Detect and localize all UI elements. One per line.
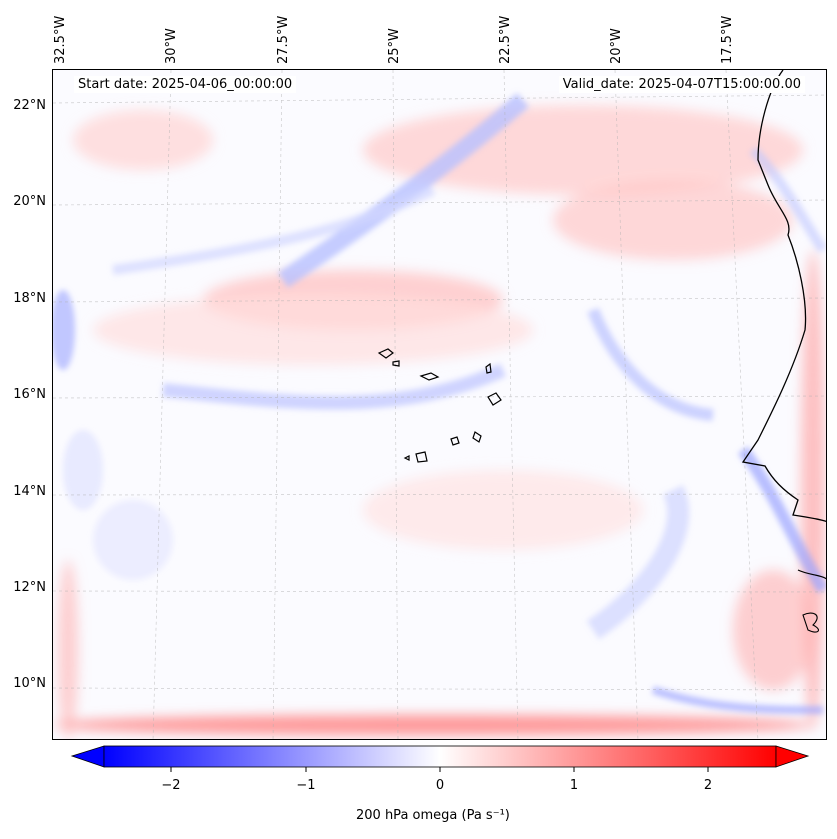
map-panel bbox=[52, 69, 827, 740]
africa-coastline bbox=[741, 70, 826, 522]
lat-label-10n: 10°N bbox=[13, 676, 46, 691]
lat-label-20n: 20°N bbox=[13, 194, 46, 209]
lon-label-22-5w: 22.5°W bbox=[498, 15, 513, 64]
lat-label-22n: 22°N bbox=[13, 98, 46, 113]
colorbar-tick-label: 2 bbox=[703, 778, 713, 793]
colorbar-extend-min bbox=[70, 745, 105, 768]
colorbar-gradient bbox=[103, 745, 777, 768]
lon-label-17-5w: 17.5°W bbox=[720, 15, 735, 64]
cape-verde-islands bbox=[377, 348, 502, 463]
lon-label-32-5w: 32.5°W bbox=[53, 15, 68, 64]
graticule bbox=[53, 70, 826, 739]
omega-field bbox=[53, 70, 826, 739]
colorbar-title: 200 hPa omega (Pa s⁻¹) bbox=[356, 808, 510, 823]
colorbar-extend-max bbox=[775, 745, 810, 768]
lat-label-14n: 14°N bbox=[13, 484, 46, 499]
colorbar bbox=[70, 745, 810, 772]
positive-omega-regions bbox=[53, 105, 825, 739]
lat-label-18n: 18°N bbox=[13, 291, 46, 306]
lon-label-20w: 20°W bbox=[609, 28, 624, 64]
lon-label-25w: 25°W bbox=[387, 28, 402, 64]
lat-label-12n: 12°N bbox=[13, 580, 46, 595]
negative-omega-regions bbox=[53, 93, 826, 714]
lon-label-27-5w: 27.5°W bbox=[276, 15, 291, 64]
colorbar-tick-label: −2 bbox=[161, 778, 181, 793]
lon-label-30w: 30°W bbox=[164, 28, 179, 64]
colorbar-tick-label: 0 bbox=[435, 778, 445, 793]
colorbar-tick-label: −1 bbox=[296, 778, 316, 793]
colorbar-tick-label: 1 bbox=[569, 778, 579, 793]
lat-label-16n: 16°N bbox=[13, 387, 46, 402]
valid-date-label: Valid_date: 2025-04-07T15:00:00.00 bbox=[558, 76, 805, 93]
start-date-label: Start date: 2025-04-06_00:00:00 bbox=[74, 76, 297, 93]
